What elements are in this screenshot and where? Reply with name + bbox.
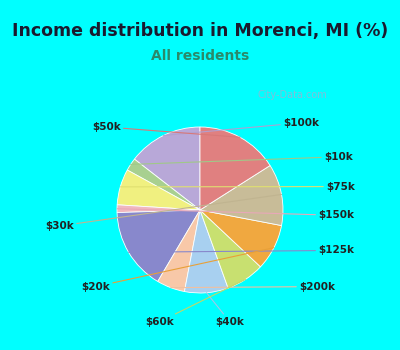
Text: City-Data.com: City-Data.com	[258, 90, 328, 100]
Text: All residents: All residents	[151, 49, 249, 63]
Text: $200k: $200k	[171, 282, 335, 292]
Wedge shape	[158, 210, 200, 292]
Wedge shape	[117, 210, 200, 281]
Text: $60k: $60k	[145, 279, 246, 327]
Text: Income distribution in Morenci, MI (%): Income distribution in Morenci, MI (%)	[12, 22, 388, 40]
Text: $20k: $20k	[81, 248, 274, 292]
Wedge shape	[200, 166, 283, 225]
Wedge shape	[127, 159, 200, 210]
Text: $50k: $50k	[92, 122, 240, 137]
Wedge shape	[200, 127, 270, 210]
Wedge shape	[134, 127, 200, 210]
Text: $30k: $30k	[45, 195, 282, 231]
Text: $150k: $150k	[117, 209, 354, 220]
Wedge shape	[200, 210, 260, 288]
Wedge shape	[200, 210, 282, 267]
Wedge shape	[117, 170, 200, 210]
Wedge shape	[117, 205, 200, 212]
Text: $40k: $40k	[206, 293, 244, 327]
Text: $100k: $100k	[164, 118, 319, 135]
Text: $10k: $10k	[131, 152, 353, 164]
Wedge shape	[184, 210, 228, 293]
Text: $75k: $75k	[120, 182, 355, 191]
Text: $125k: $125k	[128, 245, 354, 256]
